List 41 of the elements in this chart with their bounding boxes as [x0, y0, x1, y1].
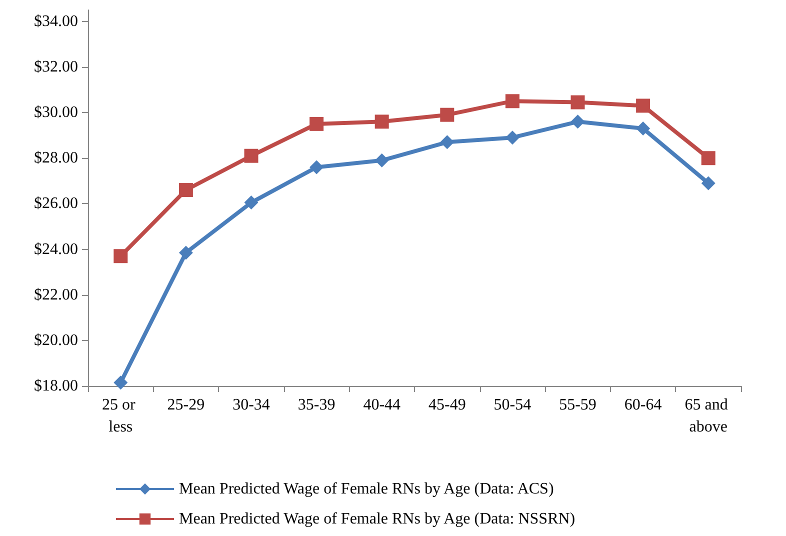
- x-tick-label: 45-49: [428, 396, 466, 414]
- y-tick-label: $34.00: [34, 12, 78, 30]
- legend-label: Mean Predicted Wage of Female RNs by Age (Data: ACS): [179, 480, 554, 498]
- point: [440, 108, 454, 122]
- x-tick-label: 30-34: [232, 396, 270, 414]
- point: [114, 376, 128, 390]
- y-tick-label: $28.00: [34, 150, 78, 167]
- point: [636, 121, 650, 136]
- x-tick-label: 65 and above: [684, 396, 732, 436]
- x-tick-label: 25 or less: [102, 396, 140, 436]
- y-tick-label: $26.00: [34, 195, 78, 212]
- y-tick-label: $30.00: [34, 104, 78, 122]
- x-tick-label: 35-39: [298, 396, 336, 414]
- x-tick-label: 55-59: [559, 396, 596, 414]
- y-tick-label: $32.00: [34, 58, 78, 76]
- point: [505, 94, 520, 108]
- point: [310, 160, 324, 174]
- point: [178, 246, 193, 260]
- point: [570, 114, 585, 129]
- x-tick-label: 60-64: [624, 396, 662, 414]
- x-tick-label: 40-44: [363, 396, 401, 414]
- point: [178, 183, 193, 198]
- point: [701, 151, 716, 166]
- point: [636, 98, 650, 113]
- point: [701, 176, 716, 190]
- y-tick-label: $24.00: [34, 240, 78, 258]
- x-tick-label: 25-29: [167, 396, 205, 414]
- point: [244, 196, 258, 210]
- legend-label: Mean Predicted Wage of Female RNs by Age (Data: NSSRN): [179, 510, 576, 528]
- point: [374, 153, 389, 168]
- point: [310, 116, 324, 131]
- point: [374, 114, 389, 129]
- y-tick-label: $18.00: [34, 378, 78, 394]
- point: [505, 130, 520, 145]
- y-tick-label: $20.00: [34, 332, 78, 349]
- x-tick-label: 50-54: [494, 396, 532, 414]
- point: [570, 95, 585, 110]
- point: [440, 135, 454, 150]
- point: [244, 148, 258, 163]
- y-tick-label: $22.00: [34, 286, 78, 304]
- point: [114, 249, 128, 264]
